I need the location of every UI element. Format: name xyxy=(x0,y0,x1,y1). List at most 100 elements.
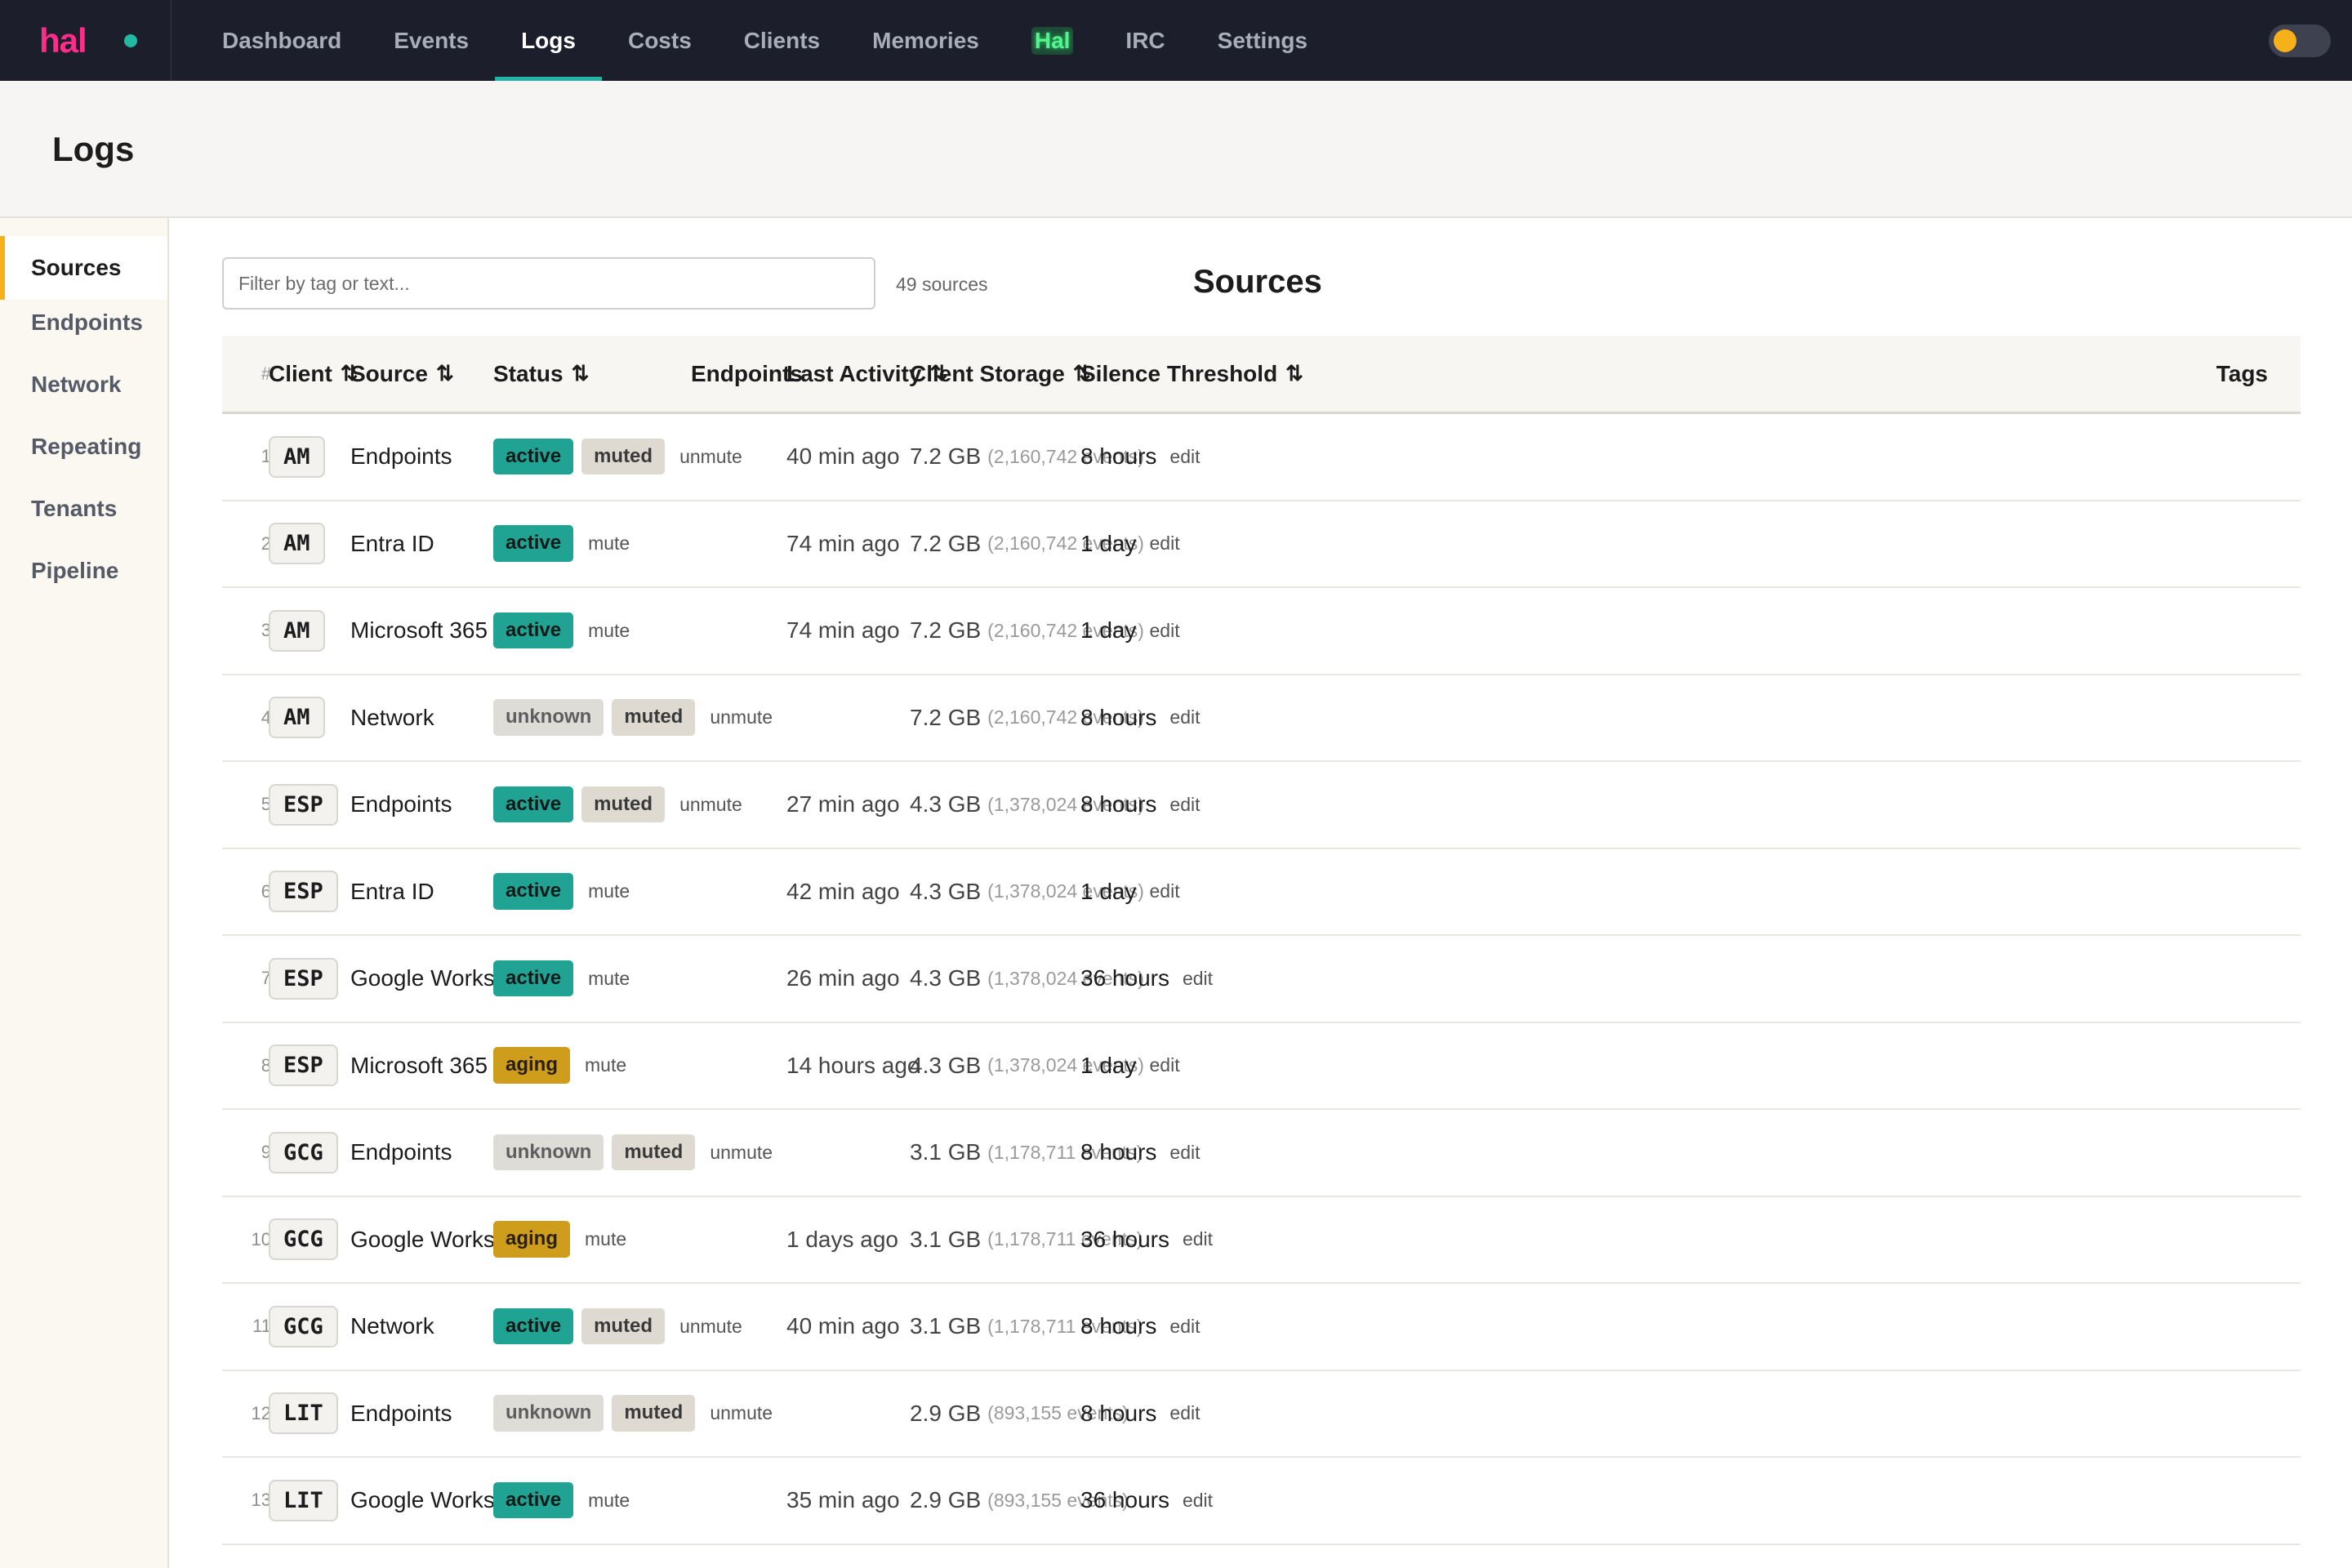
mute-button[interactable]: mute xyxy=(588,1489,630,1511)
column-header-endpoints: Endpoints xyxy=(691,336,803,412)
edit-threshold-button[interactable]: edit xyxy=(1149,880,1180,902)
status-badge: aging xyxy=(493,1047,570,1084)
mute-button[interactable]: mute xyxy=(588,619,630,641)
sidebar-item-sources[interactable]: Sources xyxy=(0,236,167,300)
column-header-source[interactable]: Source ⇅ xyxy=(350,336,454,412)
brand-logo[interactable]: hal xyxy=(39,20,87,60)
source-name[interactable]: Endpoints xyxy=(350,443,452,469)
source-name[interactable]: Microsoft 365 xyxy=(350,1052,488,1078)
status-badge: muted xyxy=(581,438,666,475)
client-badge[interactable]: ESP xyxy=(269,871,338,912)
unmute-button[interactable]: unmute xyxy=(710,1141,773,1163)
table-row: 6 ESP Entra ID active mute 42 min ago 4.3 GB (1… xyxy=(222,849,2301,936)
main-content: 49 sources Sources #Client⇅Source⇅Status… xyxy=(169,218,2352,1568)
nav-item-logs[interactable]: Logs xyxy=(495,0,602,81)
source-name[interactable]: Microsoft 365 xyxy=(350,617,488,643)
column-header-status[interactable]: Status ⇅ xyxy=(493,336,589,412)
threshold-value: 36 hours xyxy=(1080,1487,1169,1512)
source-name[interactable]: Endpoints xyxy=(350,1139,452,1165)
client-badge[interactable]: AM xyxy=(269,435,325,478)
sort-icon: ⇅ xyxy=(571,361,590,385)
unmute-button[interactable]: unmute xyxy=(679,793,742,815)
edit-threshold-button[interactable]: edit xyxy=(1182,967,1214,989)
sidebar-item-network[interactable]: Network xyxy=(0,362,167,408)
source-name[interactable]: Network xyxy=(350,704,434,730)
unmute-button[interactable]: unmute xyxy=(679,1315,742,1337)
mute-button[interactable]: mute xyxy=(588,880,630,902)
row-number: 2 xyxy=(261,532,271,554)
nav-item-settings[interactable]: Settings xyxy=(1192,0,1334,81)
column-header-last-activity[interactable]: Last Activity ⇅ xyxy=(786,336,947,412)
filter-input[interactable] xyxy=(222,257,875,310)
nav-item-costs[interactable]: Costs xyxy=(602,0,718,81)
edit-threshold-button[interactable]: edit xyxy=(1169,445,1200,467)
last-activity: 14 hours ago xyxy=(786,1052,920,1078)
status-badge: unknown xyxy=(493,1395,604,1432)
nav-item-clients[interactable]: Clients xyxy=(718,0,846,81)
nav-item-irc[interactable]: IRC xyxy=(1099,0,1191,81)
client-badge[interactable]: LIT xyxy=(269,1479,338,1521)
source-name[interactable]: Entra ID xyxy=(350,878,434,904)
unmute-button[interactable]: unmute xyxy=(679,445,742,467)
edit-threshold-button[interactable]: edit xyxy=(1169,1141,1200,1163)
theme-toggle[interactable] xyxy=(2269,24,2331,57)
client-badge[interactable]: AM xyxy=(269,609,325,652)
edit-threshold-button[interactable]: edit xyxy=(1149,532,1180,554)
client-badge[interactable]: AM xyxy=(269,697,325,738)
column-header-client[interactable]: Client ⇅ xyxy=(269,336,359,412)
client-badge[interactable]: ESP xyxy=(269,957,338,1000)
column-header-label: Client Storage xyxy=(910,360,1065,386)
status-cell: active muted unmute xyxy=(493,414,742,499)
client-badge[interactable]: GCG xyxy=(269,1131,338,1174)
silence-threshold-cell: 1 day edit xyxy=(1080,501,1180,586)
mute-button[interactable]: mute xyxy=(585,1054,627,1076)
edit-threshold-button[interactable]: edit xyxy=(1169,706,1200,728)
silence-threshold-cell: 8 hours edit xyxy=(1080,1284,1200,1369)
edit-threshold-button[interactable]: edit xyxy=(1182,1228,1214,1250)
storage-size: 2.9 GB xyxy=(910,1487,982,1512)
edit-threshold-button[interactable]: edit xyxy=(1169,1315,1200,1337)
threshold-value: 8 hours xyxy=(1080,1139,1157,1165)
source-name[interactable]: Endpoints xyxy=(350,791,452,817)
client-badge[interactable]: GCG xyxy=(269,1218,338,1260)
source-name[interactable]: Network xyxy=(350,1313,434,1339)
status-badge: unknown xyxy=(493,1134,604,1171)
client-badge[interactable]: GCG xyxy=(269,1305,338,1348)
mute-button[interactable]: mute xyxy=(585,1228,627,1250)
nav-item-events[interactable]: Events xyxy=(368,0,495,81)
row-number: 13 xyxy=(251,1490,271,1510)
edit-threshold-button[interactable]: edit xyxy=(1182,1489,1214,1511)
mute-button[interactable]: mute xyxy=(588,967,630,989)
client-cell: ESP xyxy=(269,936,338,1021)
edit-threshold-button[interactable]: edit xyxy=(1169,793,1200,815)
unmute-button[interactable]: unmute xyxy=(710,706,773,728)
column-header-client-storage[interactable]: Client Storage ⇅ xyxy=(910,336,1091,412)
column-header-label: Endpoints xyxy=(691,360,803,386)
source-name[interactable]: Endpoints xyxy=(350,1400,452,1426)
source-name[interactable]: Entra ID xyxy=(350,530,434,556)
row-number: 3 xyxy=(261,620,271,640)
sidebar-item-repeating[interactable]: Repeating xyxy=(0,424,167,470)
nav-item-dashboard[interactable]: Dashboard xyxy=(196,0,368,81)
edit-threshold-button[interactable]: edit xyxy=(1169,1402,1200,1423)
silence-threshold-cell: 1 day edit xyxy=(1080,1023,1180,1108)
client-badge[interactable]: AM xyxy=(269,523,325,564)
edit-threshold-button[interactable]: edit xyxy=(1149,1054,1180,1076)
nav-item-memories[interactable]: Memories xyxy=(846,0,1005,81)
sidebar-item-pipeline[interactable]: Pipeline xyxy=(0,548,167,594)
unmute-button[interactable]: unmute xyxy=(710,1402,773,1423)
column-header-silence-threshold[interactable]: Silence Threshold ⇅ xyxy=(1080,336,1303,412)
mute-button[interactable]: mute xyxy=(588,532,630,554)
status-cell: active mute xyxy=(493,936,630,1021)
silence-threshold-cell: 8 hours edit xyxy=(1080,675,1200,760)
client-badge[interactable]: ESP xyxy=(269,1045,338,1086)
table-row: 9 GCG Endpoints unknown muted unmute 3.1 GB (1,… xyxy=(222,1110,2301,1197)
client-badge[interactable]: ESP xyxy=(269,783,338,826)
storage-size: 2.9 GB xyxy=(910,1400,982,1426)
sidebar-item-tenants[interactable]: Tenants xyxy=(0,486,167,532)
sidebar-item-endpoints[interactable]: Endpoints xyxy=(0,300,167,345)
edit-threshold-button[interactable]: edit xyxy=(1149,619,1180,641)
nav-item-hal[interactable]: Hal xyxy=(1005,0,1100,81)
client-badge[interactable]: LIT xyxy=(269,1392,338,1434)
storage-size: 7.2 GB xyxy=(910,704,982,730)
